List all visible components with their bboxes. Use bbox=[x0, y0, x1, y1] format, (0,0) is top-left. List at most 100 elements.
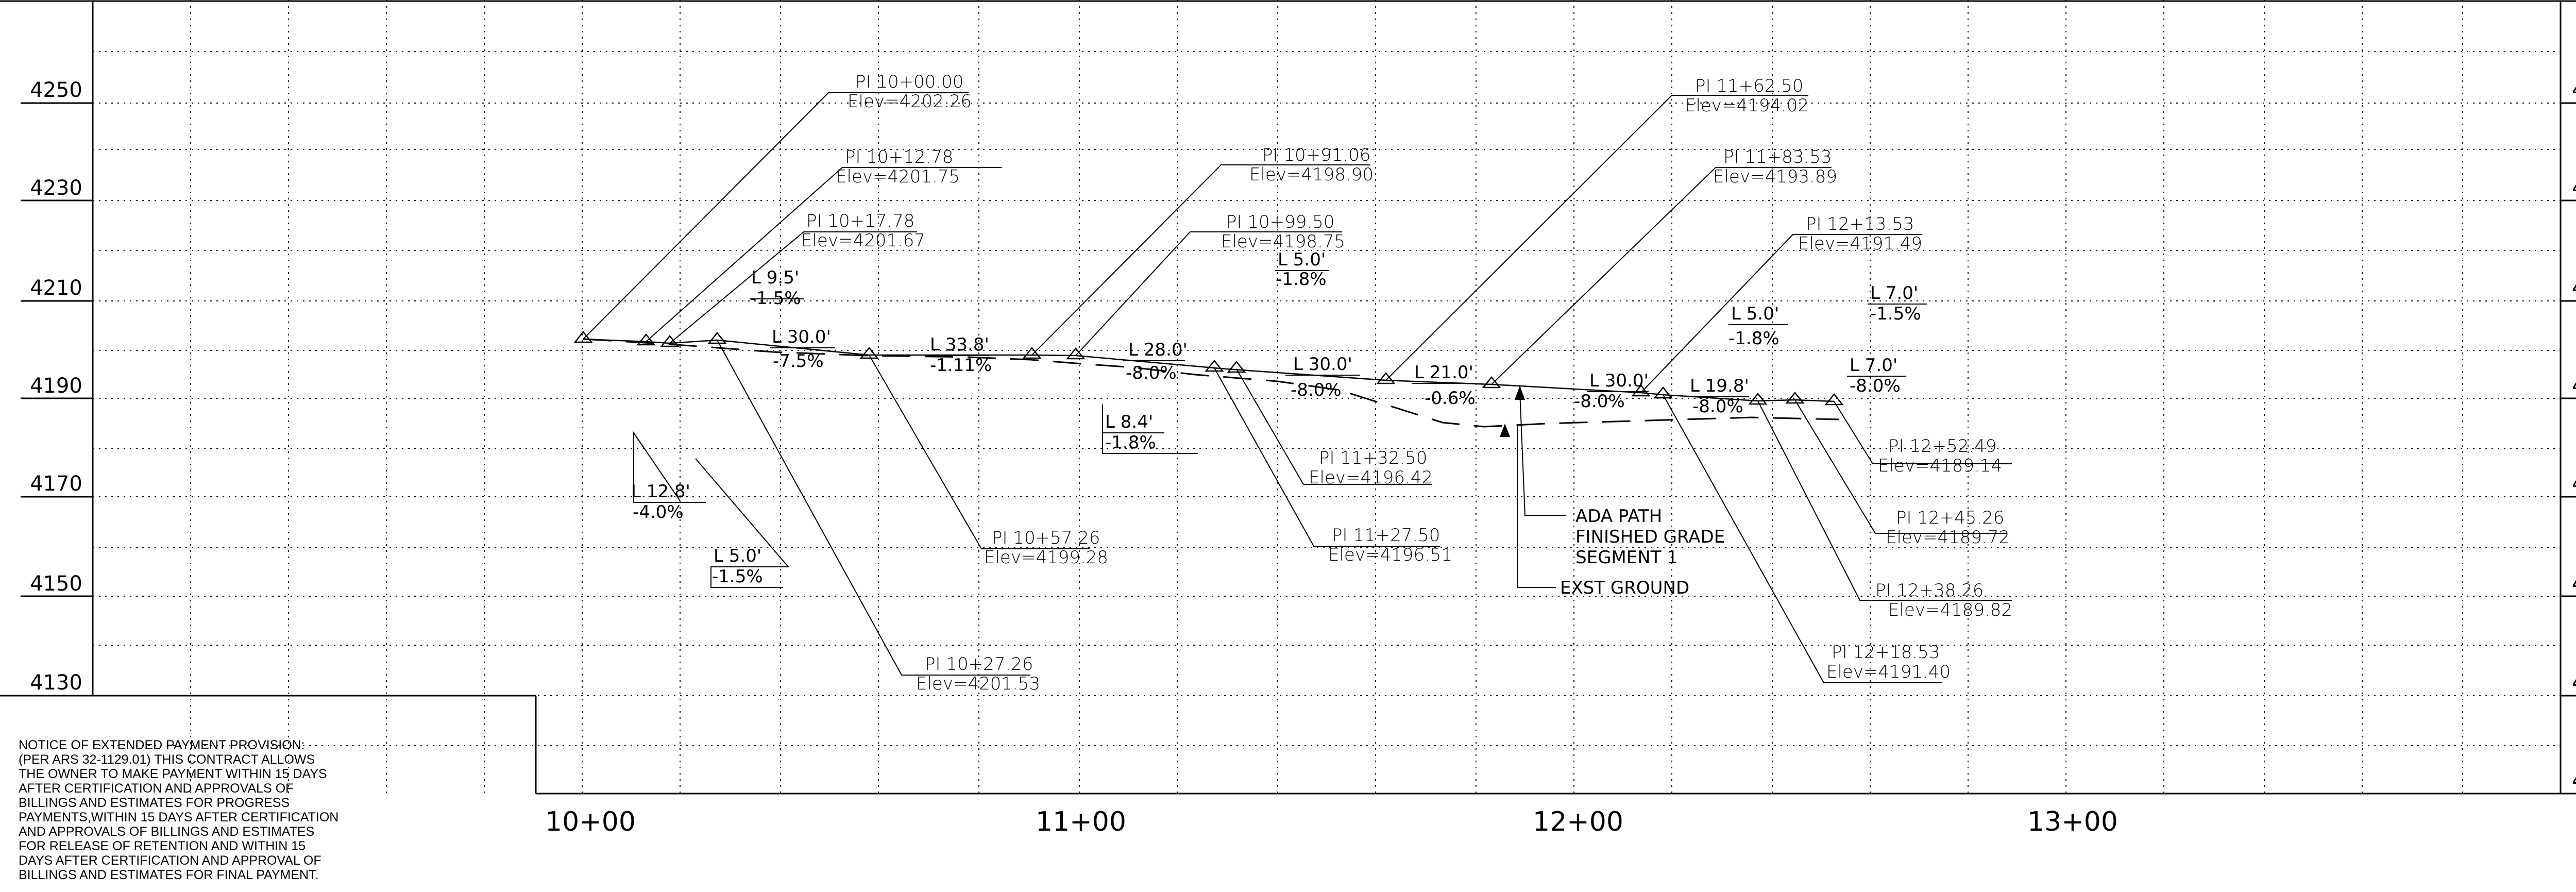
pi-elevation: Elev=4198.75 bbox=[1221, 231, 1345, 252]
segment-labels: L 9.5' -1.5% L 30.0' -7.5% L 33.8' -1.11… bbox=[631, 249, 1921, 587]
pi-station: PI 10+12.78 bbox=[845, 147, 953, 167]
pi-station: PI 10+27.26 bbox=[925, 654, 1033, 675]
line-legend: ADA PATH FINISHED GRADE SEGMENT 1 EXST G… bbox=[1560, 506, 1725, 598]
segment-length: L 9.5' bbox=[751, 267, 799, 288]
pi-station: Elev=4201.75 bbox=[836, 166, 960, 187]
elevation-axis-left: 4250 4230 4210 4190 4170 4150 4130 bbox=[30, 78, 82, 695]
station-label: 11+00 bbox=[1036, 806, 1126, 837]
station-label: 13+00 bbox=[2027, 806, 2118, 837]
segment-grade: -1.8% bbox=[1276, 269, 1327, 290]
pi-elevation: Elev=4198.90 bbox=[1249, 164, 1374, 185]
elevation-axis-right: 425 423 421 419 417 415 413 411 bbox=[2572, 78, 2576, 793]
segment-length: L 5.0' bbox=[1278, 249, 1326, 270]
pi-station: PI 11+32.50 bbox=[1319, 448, 1427, 468]
finished-grade-leader bbox=[1519, 391, 1566, 516]
segment-grade: -8.0% bbox=[1692, 396, 1743, 417]
pi-elevation: Elev=4189.82 bbox=[1888, 600, 2012, 620]
pi-elevation: Elev=4196.51 bbox=[1328, 545, 1452, 565]
segment-grade: -4.0% bbox=[633, 502, 684, 523]
pi-elevation: Elev=4196.42 bbox=[1309, 467, 1433, 488]
station-label: 12+00 bbox=[1533, 806, 1623, 837]
pi-station: PI 12+45.26 bbox=[1896, 508, 2004, 528]
elev-label-right: 419 bbox=[2572, 374, 2576, 398]
finished-grade-label: ADA PATH bbox=[1575, 506, 1662, 527]
pi-elevation: Elev=4191.40 bbox=[1826, 662, 1951, 682]
segment-length: L 33.8' bbox=[930, 334, 989, 355]
notice-line: FOR RELEASE OF RETENTION AND WITHIN 15 bbox=[19, 839, 306, 853]
station-label: 10+00 bbox=[545, 806, 636, 837]
pi-station: PI 10+00.00 bbox=[855, 72, 963, 92]
notice-line: BILLINGS AND ESTIMATES FOR PROGRESS bbox=[19, 796, 290, 810]
segment-length: L 30.0' bbox=[772, 327, 831, 347]
elev-label: 4250 bbox=[30, 78, 82, 102]
frame bbox=[0, 0, 2576, 795]
elev-label-right: 413 bbox=[2572, 671, 2576, 695]
notice-line: DAYS AFTER CERTIFICATION AND APPROVAL OF bbox=[19, 853, 321, 868]
pi-elevation: Elev=4201.53 bbox=[916, 674, 1040, 694]
elev-label-right: 421 bbox=[2572, 276, 2576, 300]
pi-station: PI 12+38.26 bbox=[1875, 580, 1984, 601]
pi-elevation: Elev=4189.72 bbox=[1886, 527, 2010, 548]
segment-grade: -1.8% bbox=[1728, 328, 1780, 349]
pi-station: PI 12+13.53 bbox=[1806, 214, 1914, 234]
notice-line: AFTER CERTIFICATION AND APPROVALS OF bbox=[19, 781, 294, 796]
segment-grade: -7.5% bbox=[773, 351, 824, 372]
extended-payment-notice: NOTICE OF EXTENDED PAYMENT PROVISION: (P… bbox=[19, 738, 534, 882]
elev-label-right: 423 bbox=[2572, 176, 2576, 200]
pi-station: PI 10+17.78 bbox=[806, 211, 914, 231]
segment-grade: -8.0% bbox=[1291, 380, 1342, 400]
existing-ground-label: EXST GROUND bbox=[1560, 578, 1689, 598]
existing-ground-line bbox=[583, 338, 1840, 428]
pi-station: PI 11+62.50 bbox=[1695, 76, 1803, 96]
elev-label-right: 415 bbox=[2572, 572, 2576, 596]
pi-station: PI 12+52.49 bbox=[1888, 436, 1996, 457]
pi-elevation: Elev=4199.28 bbox=[984, 547, 1108, 568]
segment-grade: -1.11% bbox=[930, 355, 992, 376]
pi-station: PI 12+18.53 bbox=[1832, 642, 1940, 663]
finished-grade-label: SEGMENT 1 bbox=[1575, 547, 1678, 568]
notice-line: BILLINGS AND ESTIMATES FOR FINAL PAYMENT… bbox=[19, 868, 319, 882]
notice-line: PAYMENTS,WITHIN 15 DAYS AFTER CERTIFICAT… bbox=[19, 810, 339, 824]
elev-label: 4170 bbox=[30, 472, 82, 496]
segment-grade: -8.0% bbox=[1126, 363, 1177, 383]
pi-elevation: Elev=4191.49 bbox=[1798, 233, 1922, 254]
segment-underlines bbox=[634, 270, 1927, 567]
segment-length: L 30.0' bbox=[1589, 371, 1649, 391]
segment-length: L 5.0' bbox=[714, 546, 761, 566]
segment-length: L 8.4' bbox=[1105, 412, 1153, 432]
pi-station: PI 11+83.53 bbox=[1723, 147, 1832, 167]
segment-grade: -1.5% bbox=[712, 566, 763, 587]
leader-arrow bbox=[1500, 424, 1510, 437]
segment-length: L 28.0' bbox=[1128, 340, 1188, 360]
segment-grade: -0.6% bbox=[1425, 388, 1476, 409]
segment-grade: -1.8% bbox=[1105, 432, 1156, 453]
station-axis: 10+00 11+00 12+00 13+00 bbox=[545, 806, 2118, 837]
segment-grade: -1.5% bbox=[1870, 304, 1921, 324]
segment-grade: -1.5% bbox=[750, 288, 801, 309]
pi-callouts: PI 10+00.00 Elev=4202.26 PI 10+12.78 Ele… bbox=[801, 72, 2012, 694]
segment-grade: -8.0% bbox=[1850, 376, 1901, 396]
elev-label: 4130 bbox=[30, 671, 82, 695]
segment-length: L 7.0' bbox=[1870, 283, 1918, 304]
elev-label-right: 411 bbox=[2572, 769, 2576, 793]
segment-length: L 12.8' bbox=[631, 481, 690, 502]
elev-label: 4190 bbox=[30, 374, 82, 398]
pi-station: PI 10+91.06 bbox=[1262, 145, 1370, 165]
pi-station: PI 10+99.50 bbox=[1226, 212, 1334, 232]
segment-length: L 21.0' bbox=[1414, 362, 1473, 383]
elev-label: 4210 bbox=[30, 276, 82, 300]
notice-line: (PER ARS 32-1129.01) THIS CONTRACT ALLOW… bbox=[19, 752, 315, 767]
segment-length: L 30.0' bbox=[1293, 354, 1352, 375]
pi-elevation: Elev=4202.26 bbox=[848, 91, 972, 112]
notice-line: NOTICE OF EXTENDED PAYMENT PROVISION: bbox=[19, 738, 305, 752]
leader-lines bbox=[583, 92, 2012, 683]
notice-line: THE OWNER TO MAKE PAYMENT WITHIN 15 DAYS bbox=[19, 767, 327, 781]
pi-station: PI 10+57.26 bbox=[992, 528, 1100, 548]
pi-elevation: Elev=4193.89 bbox=[1713, 166, 1837, 187]
elev-label-right: 425 bbox=[2572, 78, 2576, 102]
pi-markers bbox=[573, 330, 1844, 406]
pi-elevation: Elev=4194.02 bbox=[1685, 95, 1809, 116]
pi-elevation: Elev=4201.67 bbox=[801, 230, 925, 251]
elev-label: 4150 bbox=[30, 572, 82, 596]
